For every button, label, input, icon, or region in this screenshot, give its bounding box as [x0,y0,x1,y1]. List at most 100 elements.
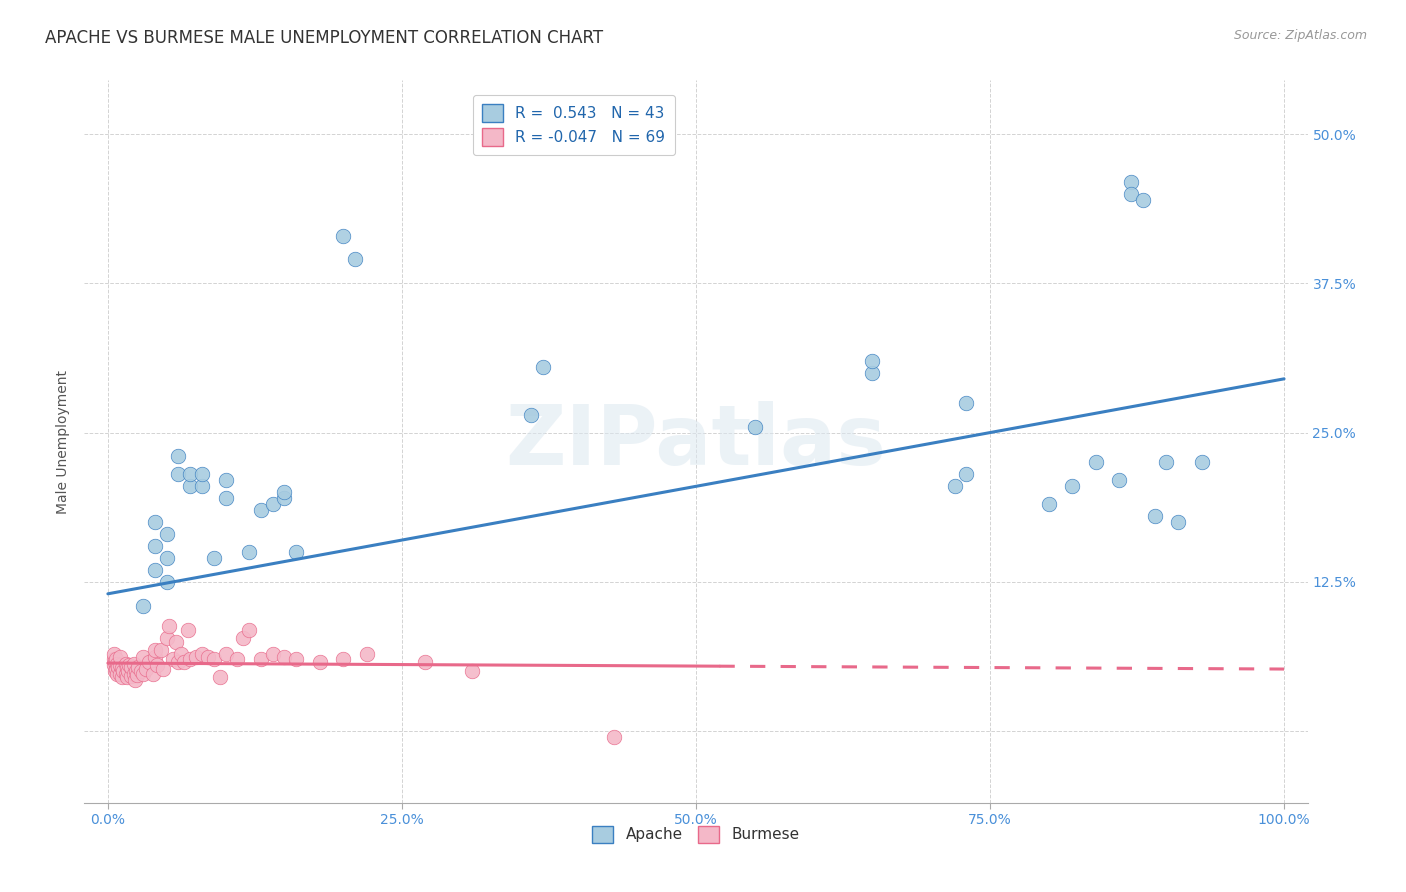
Point [214,474,236,488]
Point [177,623,200,637]
Point [1132,193,1154,207]
Point [120,659,142,673]
Point [955,467,977,482]
Point [520,408,543,422]
Point [103,658,125,673]
Point [157,619,180,633]
Point [1143,509,1166,524]
Point [167,655,190,669]
Point [132,650,155,665]
Point [105,662,128,676]
Point [170,647,193,661]
Point [122,666,145,681]
Point [165,634,187,648]
Point [111,670,134,684]
Point [129,665,152,679]
Point [744,419,766,434]
Point [602,730,624,744]
Point [143,515,166,529]
Point [114,657,136,672]
Point [179,479,201,493]
Point [107,659,129,673]
Point [191,467,214,482]
Point [143,643,166,657]
Point [191,479,214,493]
Point [208,670,231,684]
Point [125,665,148,679]
Point [117,665,139,679]
Point [356,647,378,661]
Point [202,551,225,566]
Point [273,650,295,665]
Point [249,652,271,666]
Point [156,527,179,541]
Point [214,491,236,506]
Point [152,662,174,676]
Point [115,661,138,675]
Point [156,551,179,566]
Point [955,395,977,409]
Point [202,652,225,666]
Text: APACHE VS BURMESE MALE UNEMPLOYMENT CORRELATION CHART: APACHE VS BURMESE MALE UNEMPLOYMENT CORR… [45,29,603,46]
Point [156,631,179,645]
Point [249,503,271,517]
Point [191,647,214,661]
Point [143,563,166,577]
Point [138,655,160,669]
Point [214,647,236,661]
Point [146,658,169,673]
Point [232,631,254,645]
Point [149,643,172,657]
Point [1108,474,1130,488]
Point [308,655,330,669]
Point [156,574,179,589]
Point [103,652,125,666]
Point [262,497,284,511]
Point [127,668,149,682]
Point [860,354,883,368]
Point [197,650,219,665]
Point [415,655,437,669]
Point [179,652,201,666]
Text: ZIPatlas: ZIPatlas [506,401,886,482]
Point [860,366,883,380]
Point [1156,455,1178,469]
Point [1191,455,1213,469]
Point [127,659,149,673]
Point [162,652,184,666]
Point [167,450,190,464]
Legend: Apache, Burmese: Apache, Burmese [586,820,806,849]
Point [108,658,131,673]
Point [104,665,127,679]
Y-axis label: Male Unemployment: Male Unemployment [56,369,70,514]
Point [124,673,146,687]
Point [135,662,157,676]
Point [122,657,145,672]
Point [120,669,142,683]
Point [332,228,354,243]
Point [173,655,195,669]
Point [143,650,166,665]
Point [943,479,966,493]
Point [179,467,201,482]
Point [262,647,284,661]
Point [111,661,134,675]
Point [285,652,308,666]
Point [238,545,260,559]
Point [115,670,138,684]
Point [1062,479,1084,493]
Point [461,665,484,679]
Point [108,650,131,665]
Text: Source: ZipAtlas.com: Source: ZipAtlas.com [1233,29,1367,42]
Point [112,665,135,679]
Point [343,252,366,267]
Point [132,666,155,681]
Point [105,666,128,681]
Point [1038,497,1060,511]
Point [114,666,136,681]
Point [104,655,127,669]
Point [103,647,125,661]
Point [1121,175,1143,189]
Point [1167,515,1189,529]
Point [226,652,249,666]
